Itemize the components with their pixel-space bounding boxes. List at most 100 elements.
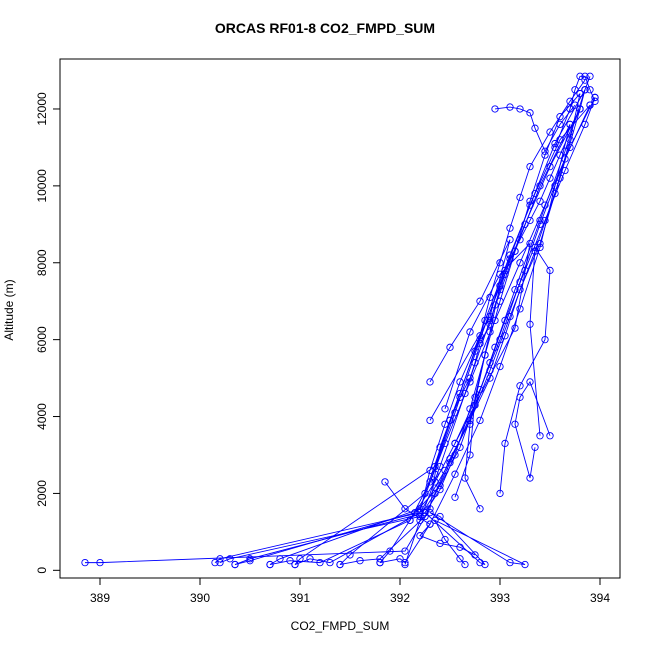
data-point	[426, 478, 434, 486]
data-point	[401, 558, 409, 567]
data-point	[461, 474, 469, 482]
data-point	[231, 560, 239, 569]
data-point	[96, 558, 104, 567]
data-point	[556, 120, 564, 129]
data-point	[526, 201, 534, 209]
x-tick-label: 392	[390, 591, 410, 605]
data-point	[401, 560, 409, 569]
data-point	[586, 101, 594, 109]
data-point	[436, 462, 444, 471]
data-point	[511, 247, 519, 255]
data-point	[476, 297, 484, 305]
data-point	[216, 555, 224, 563]
data-point	[506, 224, 514, 232]
data-point	[486, 328, 494, 336]
data-point	[456, 378, 464, 386]
data-point	[436, 512, 444, 521]
data-point	[546, 128, 554, 136]
data-point	[466, 451, 474, 459]
data-point	[336, 560, 344, 569]
data-point	[546, 266, 554, 275]
data-point	[566, 105, 574, 113]
data-point	[326, 558, 334, 567]
data-point	[486, 312, 494, 321]
data-point	[526, 320, 534, 328]
data-point	[376, 558, 384, 567]
data-point	[546, 432, 554, 440]
data-point	[496, 282, 504, 290]
data-point	[401, 505, 409, 513]
data-point	[476, 558, 484, 567]
data-point	[421, 489, 429, 498]
series-line-7	[269, 104, 591, 565]
data-point	[476, 416, 484, 425]
plot-frame	[59, 58, 621, 579]
series-layer	[81, 72, 599, 569]
data-point	[481, 351, 489, 359]
data-point	[571, 101, 579, 109]
data-point	[226, 555, 234, 563]
data-point	[356, 557, 364, 565]
data-point	[531, 443, 539, 451]
data-point	[426, 416, 434, 425]
data-point	[211, 558, 219, 567]
data-point	[506, 103, 514, 111]
data-point	[561, 147, 569, 155]
data-point	[516, 259, 524, 267]
y-tick-label: 2000	[35, 480, 49, 507]
data-point	[451, 439, 459, 448]
data-point	[536, 432, 544, 440]
data-point	[526, 239, 534, 248]
series-line-1	[85, 76, 591, 564]
data-point	[246, 555, 254, 563]
data-point	[396, 555, 404, 563]
series-line-20	[444, 242, 531, 444]
data-point	[536, 197, 544, 205]
data-point	[586, 86, 594, 94]
data-point	[536, 182, 544, 190]
data-point	[571, 86, 579, 94]
series-line-8	[294, 104, 591, 565]
y-tick-label: 10000	[35, 169, 49, 203]
series-line-16	[454, 285, 501, 509]
data-point	[401, 547, 409, 555]
y-axis: 0 2000 4000 6000 8000 10000 12000	[35, 92, 61, 574]
data-point	[291, 560, 299, 569]
data-point	[551, 143, 559, 152]
data-point	[526, 162, 534, 171]
data-point	[456, 555, 464, 563]
data-point	[461, 389, 469, 398]
x-axis: 389 390 391 392 393 394	[90, 577, 610, 605]
series-line-21	[494, 104, 576, 153]
data-point	[566, 120, 574, 129]
data-point	[491, 316, 499, 325]
data-point	[556, 113, 564, 121]
x-tick-label: 393	[490, 591, 510, 605]
data-point	[481, 560, 489, 569]
data-point	[551, 182, 559, 190]
data-point	[296, 555, 304, 563]
series-line-10	[339, 108, 581, 565]
series-line-22	[554, 75, 596, 148]
data-point	[501, 439, 509, 448]
y-tick-label: 12000	[35, 92, 49, 126]
data-point	[316, 558, 324, 567]
data-point	[451, 470, 459, 478]
data-point	[446, 343, 454, 351]
data-point	[516, 305, 524, 313]
data-point	[526, 378, 534, 386]
data-point	[381, 478, 389, 486]
data-point	[591, 97, 599, 105]
y-tick-label: 4000	[35, 403, 49, 430]
x-tick-label: 391	[290, 591, 310, 605]
data-point	[516, 105, 524, 113]
x-tick-label: 389	[90, 591, 110, 605]
data-point	[286, 557, 294, 565]
data-point	[531, 243, 539, 252]
data-point	[516, 193, 524, 202]
data-point	[416, 532, 424, 540]
data-point	[506, 558, 514, 567]
data-point	[246, 557, 254, 565]
data-point	[541, 335, 549, 344]
y-tick-label: 0	[35, 567, 49, 574]
